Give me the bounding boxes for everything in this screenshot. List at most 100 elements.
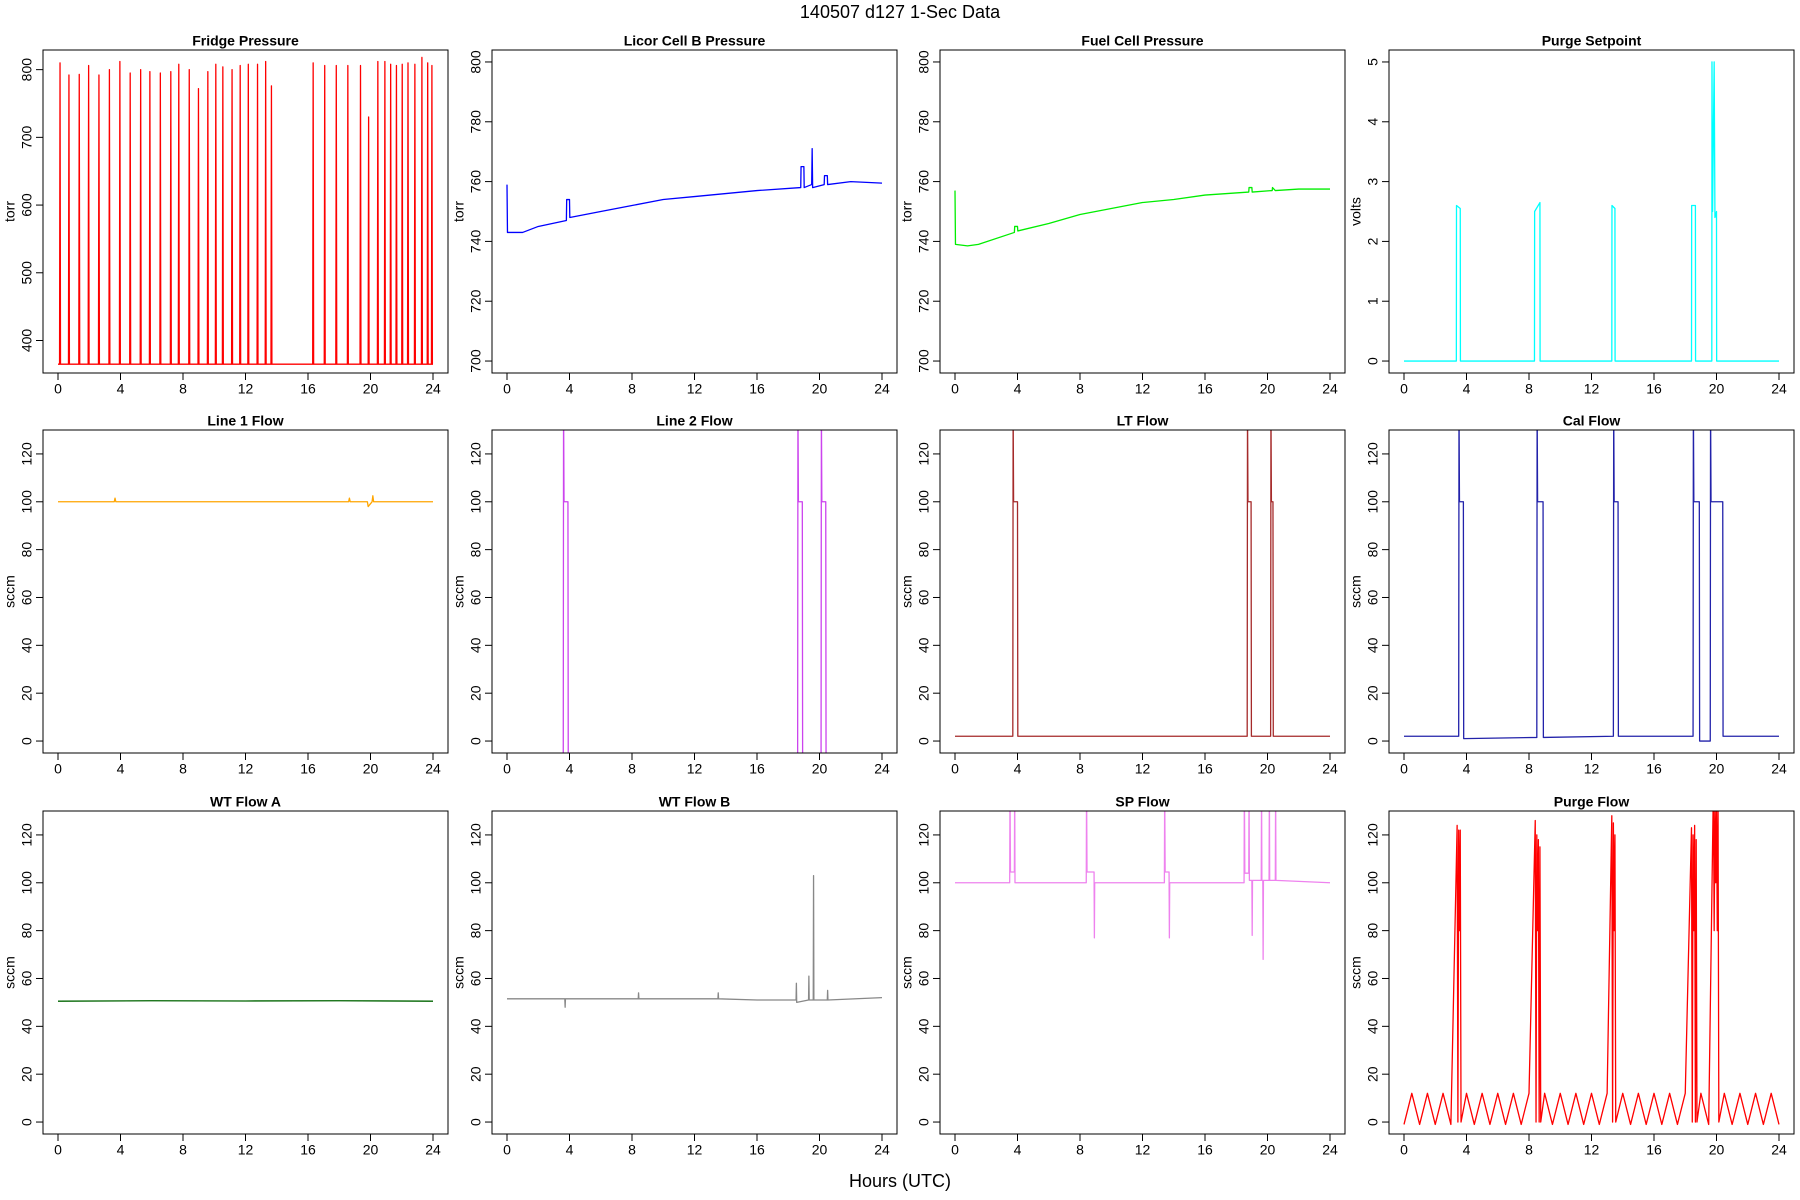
panel: LT Flow sccm 0 4 8 12 16 20 24 0 20 40 60 80 100 120: [899, 413, 1346, 777]
x-tick-label: 8: [1525, 761, 1533, 777]
x-tick-label: 4: [1463, 381, 1471, 397]
y-tick-label: 40: [19, 1018, 35, 1034]
y-tick-label: 0: [1365, 737, 1381, 745]
panel: Fridge Pressure torr 0 4 8 12 16 20 24 400 500 600 7…: [2, 33, 449, 397]
y-tick-label: 100: [19, 490, 35, 514]
x-axis-label: Hours (UTC): [849, 1171, 951, 1191]
x-tick-label: 4: [117, 761, 125, 777]
x-tick-label: 4: [566, 381, 574, 397]
panel-title: Purge Setpoint: [1542, 33, 1642, 49]
y-tick-label: 2: [1365, 237, 1381, 245]
x-tick-label: 24: [425, 381, 441, 397]
plot-frame: [1388, 49, 1795, 374]
x-tick-label: 8: [628, 1142, 636, 1158]
panel-title: WT Flow B: [659, 794, 731, 810]
y-tick-label: 20: [916, 685, 932, 701]
y-tick-label: 60: [19, 589, 35, 605]
x-tick-label: 4: [1014, 761, 1022, 777]
data-line: [1404, 430, 1779, 742]
x-tick-label: 12: [238, 1142, 254, 1158]
y-tick-label: 3: [1365, 177, 1381, 185]
x-tick-label: 24: [425, 761, 441, 777]
y-tick-label: 0: [19, 1118, 35, 1126]
y-tick-label: 60: [19, 970, 35, 986]
data-line: [1404, 61, 1779, 362]
x-tick-label: 8: [628, 381, 636, 397]
y-tick-label: 600: [19, 193, 35, 217]
y-tick-label: 780: [468, 110, 484, 134]
y-tick-label: 0: [1365, 1118, 1381, 1126]
x-tick-label: 8: [179, 761, 187, 777]
x-tick-label: 0: [54, 1142, 62, 1158]
x-tick-label: 4: [1463, 761, 1471, 777]
y-tick-label: 20: [1365, 685, 1381, 701]
x-tick-label: 12: [1135, 381, 1151, 397]
y-tick-label: 720: [468, 289, 484, 313]
y-tick-label: 4: [1365, 118, 1381, 126]
x-tick-label: 12: [1584, 1142, 1600, 1158]
x-tick-label: 4: [1463, 1142, 1471, 1158]
x-tick-label: 20: [812, 1142, 828, 1158]
panel: WT Flow B sccm 0 4 8 12 16 20 24 0 20 40 60 80 100 120: [451, 794, 898, 1158]
y-axis-label: sccm: [1348, 575, 1364, 608]
y-tick-label: 0: [1365, 357, 1381, 365]
y-tick-label: 800: [916, 50, 932, 74]
x-tick-label: 12: [687, 761, 703, 777]
x-tick-label: 4: [1014, 381, 1022, 397]
panel-title: Line 1 Flow: [207, 413, 283, 429]
y-tick-label: 800: [19, 58, 35, 82]
x-tick-label: 24: [425, 1142, 441, 1158]
panel: Purge Flow sccm 0 4 8 12 16 20 24 0 20 40 60 80 100 120: [1348, 794, 1795, 1158]
y-tick-label: 120: [916, 442, 932, 466]
y-tick-label: 720: [916, 289, 932, 313]
x-tick-label: 0: [951, 1142, 959, 1158]
x-tick-label: 8: [1076, 381, 1084, 397]
panel-title: Fuel Cell Pressure: [1081, 33, 1203, 49]
y-tick-label: 120: [468, 442, 484, 466]
x-tick-label: 0: [503, 761, 511, 777]
plot-frame: [1388, 429, 1795, 754]
y-tick-label: 20: [468, 685, 484, 701]
x-tick-label: 24: [1771, 1142, 1787, 1158]
y-axis-label: sccm: [899, 956, 915, 989]
x-tick-label: 20: [812, 761, 828, 777]
y-tick-label: 740: [916, 230, 932, 254]
data-line: [506, 148, 883, 234]
x-tick-label: 16: [749, 761, 765, 777]
x-tick-label: 12: [238, 761, 254, 777]
x-tick-label: 24: [1322, 1142, 1338, 1158]
y-tick-label: 40: [916, 637, 932, 653]
panel: Fuel Cell Pressure torr 0 4 8 12 16 20 24 700 720 7…: [899, 33, 1346, 397]
y-axis-label: sccm: [2, 575, 18, 608]
panel-title: Fridge Pressure: [192, 33, 299, 49]
x-tick-label: 12: [1584, 761, 1600, 777]
x-tick-label: 16: [1646, 381, 1662, 397]
x-tick-label: 16: [300, 381, 316, 397]
y-tick-label: 120: [468, 823, 484, 847]
y-tick-label: 40: [468, 1018, 484, 1034]
x-tick-label: 24: [1322, 381, 1338, 397]
panel-title: WT Flow A: [210, 794, 281, 810]
y-tick-label: 100: [1365, 871, 1381, 895]
y-tick-label: 20: [468, 1066, 484, 1082]
x-tick-label: 0: [1400, 1142, 1408, 1158]
y-tick-label: 100: [916, 490, 932, 514]
x-tick-label: 16: [1197, 761, 1213, 777]
data-line: [954, 186, 1330, 247]
x-tick-label: 16: [749, 1142, 765, 1158]
x-tick-label: 24: [874, 381, 890, 397]
plot-frame: [42, 49, 449, 374]
data-line: [1403, 811, 1780, 1126]
x-tick-label: 20: [1709, 1142, 1725, 1158]
plot-frame: [1388, 810, 1795, 1135]
x-tick-label: 12: [1135, 1142, 1151, 1158]
x-tick-label: 16: [300, 761, 316, 777]
x-tick-label: 8: [179, 1142, 187, 1158]
x-tick-label: 4: [1014, 1142, 1022, 1158]
x-tick-label: 20: [1709, 761, 1725, 777]
y-tick-label: 60: [1365, 589, 1381, 605]
x-tick-label: 24: [874, 761, 890, 777]
x-tick-label: 4: [117, 381, 125, 397]
x-tick-label: 0: [503, 1142, 511, 1158]
y-tick-label: 100: [468, 490, 484, 514]
